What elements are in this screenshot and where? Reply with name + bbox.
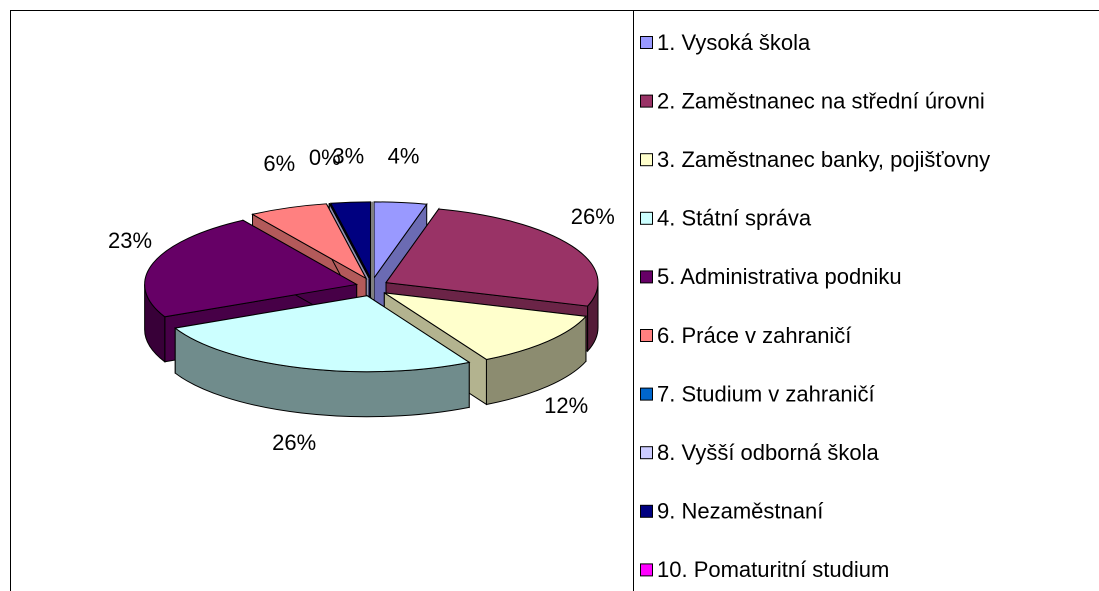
legend-label: 2. Zaměstnanec na střední úrovni	[657, 88, 985, 113]
legend-label: 7. Studium v zahraničí	[657, 381, 875, 406]
legend-swatch	[640, 563, 653, 577]
legend-swatch	[640, 94, 653, 108]
legend-label: 6. Práce v zahraničí	[657, 323, 851, 348]
data-label: 0%	[309, 145, 341, 170]
legend-label: 8. Vyšší odborná škola	[657, 440, 880, 465]
data-label: 12%	[544, 393, 588, 418]
legend-swatch	[640, 446, 653, 460]
legend-swatch	[640, 329, 653, 342]
data-label: 23%	[108, 228, 152, 253]
slice	[174, 294, 471, 418]
data-label: 26%	[571, 204, 615, 229]
legend-swatch	[640, 153, 653, 167]
slice-top	[251, 203, 368, 280]
data-label: 26%	[272, 430, 316, 455]
legend-swatch	[640, 36, 653, 49]
legend-label: 4. Státní správa	[657, 206, 812, 231]
slice-top	[385, 208, 599, 307]
slice-top	[174, 295, 471, 373]
slice-top	[384, 292, 587, 360]
data-label: 4%	[388, 144, 420, 169]
pie	[144, 201, 599, 418]
legend-swatch	[640, 504, 653, 518]
data-label: 3%	[332, 143, 364, 168]
legend-label: 3. Zaměstnanec banky, pojišťovny	[657, 147, 990, 172]
data-label: 6%	[263, 151, 295, 176]
slice-top	[373, 201, 428, 280]
legend-swatch	[640, 387, 653, 401]
legend-label: 9. Nezaměstnaní	[657, 499, 823, 524]
legend-swatch	[640, 211, 653, 225]
slice-top	[144, 219, 359, 318]
legend-label: 5. Administrativa podniku	[657, 264, 902, 289]
legend-label: 10. Pomaturitní studium	[657, 557, 889, 582]
legend-swatch	[640, 270, 653, 284]
slice-top	[329, 201, 371, 279]
legend-label: 1. Vysoká škola	[657, 30, 811, 55]
